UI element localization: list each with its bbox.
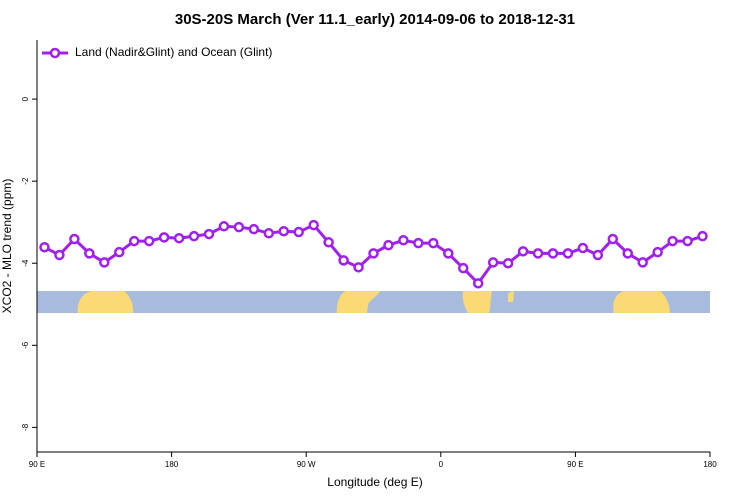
data-point [413,237,424,249]
legend: Land (Nadir&Glint) and Ocean (Glint) [42,45,272,59]
data-point [233,221,245,233]
legend-label: Land (Nadir&Glint) and Ocean (Glint) [75,45,272,59]
data-point [278,225,290,237]
data-point [248,223,260,235]
data-point [39,241,50,253]
data-point [547,248,559,259]
y-tick-label: 0 [21,96,30,101]
data-point [158,232,170,243]
data-point [218,221,230,232]
x-tick-label: 0 [439,460,444,469]
data-point [323,237,334,248]
x-tick-label: 180 [165,460,179,469]
data-point [532,248,544,259]
data-point [143,235,155,247]
y-tick-label: -8 [21,423,30,431]
y-tick-label: -4 [21,259,30,267]
data-point [293,226,304,238]
data-point [622,248,633,259]
data-point [353,262,364,273]
x-axis-title: Longitude (deg E) [327,475,422,489]
data-point [338,255,349,266]
data-point [502,257,514,269]
x-tick-label: 90 E [29,460,45,469]
data-point [128,235,140,247]
chart-title: 30S-20S March (Ver 11.1_early) 2014-09-0… [175,11,575,28]
data-point [562,248,574,259]
data-point [682,235,693,247]
x-tick-label: 90 E [567,460,583,469]
map-strip [37,291,710,313]
data-point [263,228,275,239]
x-tick-label: 90 W [297,460,316,469]
data-point [99,257,110,268]
data-point [308,219,319,231]
data-point [697,230,708,242]
data-point [114,246,125,258]
data-point [667,235,678,247]
data-point [203,228,215,240]
data-point [383,239,394,251]
data-point [592,249,604,261]
data-point [577,242,589,254]
x-tick-label: 180 [703,460,717,469]
data-point [54,249,65,261]
data-point [457,262,469,274]
data-point [69,233,80,245]
data-point [368,248,379,259]
data-point [487,257,499,268]
data-point [637,257,648,268]
data-point [188,230,200,242]
data-point [443,248,454,259]
data-point [607,233,619,245]
data-point [428,237,439,249]
y-axis-title: XCO2 - MLO trend (ppm) [0,179,14,314]
data-point [652,246,663,258]
legend-marker [49,47,61,59]
data-point [173,232,185,244]
y-tick-label: -2 [21,177,30,185]
data-point [472,278,484,289]
data-point [398,235,409,246]
data-point [517,246,529,257]
data-point [84,248,95,259]
y-tick-label: -6 [21,341,30,349]
